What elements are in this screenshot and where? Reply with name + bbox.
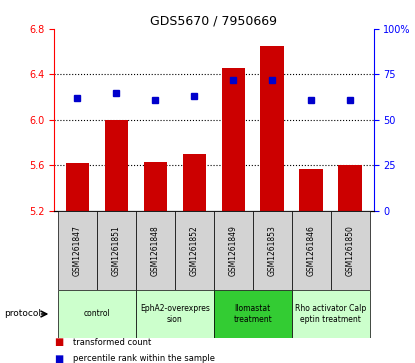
Bar	[136, 211, 175, 290]
Bar	[183, 154, 206, 211]
Text: control: control	[83, 310, 110, 318]
Bar	[214, 290, 292, 338]
Bar	[105, 120, 128, 211]
Text: transformed count: transformed count	[73, 338, 151, 347]
Text: EphA2-overexpres
sion: EphA2-overexpres sion	[140, 304, 210, 324]
Bar	[331, 211, 370, 290]
Bar	[144, 162, 167, 211]
Text: GSM1261852: GSM1261852	[190, 225, 199, 276]
Text: ■: ■	[54, 354, 63, 363]
Bar	[97, 211, 136, 290]
Bar	[222, 68, 245, 211]
Bar	[292, 290, 370, 338]
Bar	[58, 211, 97, 290]
Text: protocol: protocol	[4, 310, 41, 318]
Bar	[214, 211, 253, 290]
Bar	[58, 290, 136, 338]
Text: GSM1261850: GSM1261850	[346, 225, 355, 276]
Text: Rho activator Calp
eptin treatment: Rho activator Calp eptin treatment	[295, 304, 366, 324]
Text: GSM1261849: GSM1261849	[229, 225, 238, 276]
Bar	[253, 211, 292, 290]
Text: GSM1261851: GSM1261851	[112, 225, 121, 276]
Text: GSM1261847: GSM1261847	[73, 225, 82, 276]
Bar	[136, 290, 214, 338]
Bar	[66, 163, 89, 211]
Bar	[338, 165, 362, 211]
Bar	[292, 211, 331, 290]
Bar	[175, 211, 214, 290]
Title: GDS5670 / 7950669: GDS5670 / 7950669	[150, 15, 277, 28]
Text: percentile rank within the sample: percentile rank within the sample	[73, 354, 215, 363]
Text: GSM1261853: GSM1261853	[268, 225, 277, 276]
Text: ■: ■	[54, 337, 63, 347]
Text: GSM1261846: GSM1261846	[307, 225, 316, 276]
Text: Ilomastat
treatment: Ilomastat treatment	[233, 304, 272, 324]
Bar	[261, 46, 284, 211]
Bar	[300, 168, 323, 211]
Text: GSM1261848: GSM1261848	[151, 225, 160, 276]
